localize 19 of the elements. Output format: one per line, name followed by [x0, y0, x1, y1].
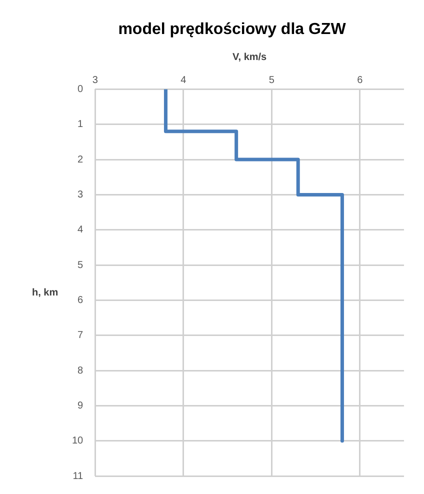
y-tick-label: 4 [78, 224, 84, 236]
y-axis-title: h, km [32, 287, 58, 298]
x-tick-label: 5 [268, 74, 275, 86]
y-tick-label: 0 [78, 84, 84, 95]
x-tick-label: 4 [180, 74, 187, 86]
y-tick-label: 9 [78, 400, 84, 412]
y-tick-label: 3 [78, 189, 84, 200]
y-tick-label: 7 [78, 330, 84, 342]
y-tick-label: 5 [78, 260, 84, 271]
y-tick-label: 11 [72, 470, 84, 482]
y-tick-label: 8 [78, 365, 84, 376]
y-tick-label: 2 [78, 154, 84, 166]
chart-title: model prędkościowy dla GZW [118, 21, 347, 38]
x-axis-title: V, km/s [232, 52, 268, 63]
x-tick-label: 6 [357, 74, 364, 86]
y-tick-label: 1 [78, 119, 84, 130]
x-tick-label: 3 [92, 74, 98, 86]
y-tick-label: 6 [78, 294, 84, 306]
y-tick-label: 10 [72, 436, 84, 447]
